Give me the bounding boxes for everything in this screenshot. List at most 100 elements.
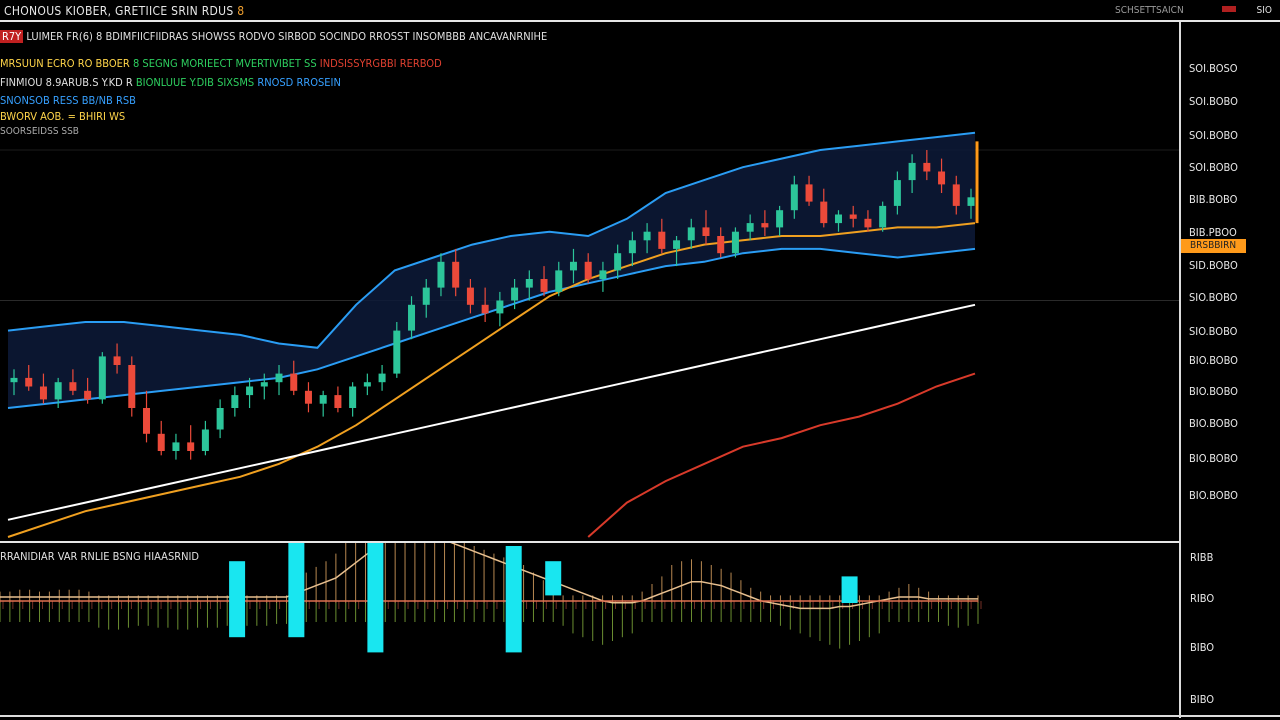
candle xyxy=(908,154,916,193)
candle xyxy=(246,377,254,408)
candle xyxy=(304,382,312,413)
candle-body xyxy=(952,184,960,206)
candle-body xyxy=(128,365,136,408)
legend-tag[interactable]: R7Y xyxy=(0,30,24,43)
candle xyxy=(746,214,754,241)
candle-body xyxy=(628,240,636,254)
candle-body xyxy=(437,261,445,288)
candle-body xyxy=(334,395,342,408)
price-axis-label: BIO.BOBO xyxy=(1189,417,1238,430)
candle-body xyxy=(643,231,651,241)
price-axis-label: BIB.BOBO xyxy=(1189,193,1238,206)
candle-body xyxy=(69,382,77,391)
histogram-bar xyxy=(641,591,646,622)
histogram-bar xyxy=(404,543,409,622)
candle xyxy=(187,425,195,460)
histogram-bar xyxy=(947,595,952,626)
candle-body xyxy=(923,162,931,172)
candle xyxy=(893,171,901,215)
histogram-bar xyxy=(473,546,478,622)
indicator-axis-label: RIBB xyxy=(1190,551,1214,564)
legend-line-3-e: RROSEIN xyxy=(296,76,341,89)
highlight-bar xyxy=(505,546,522,653)
histogram-bar xyxy=(68,589,73,622)
histogram-bar xyxy=(98,595,103,628)
histogram-bar xyxy=(681,561,686,622)
candle xyxy=(349,382,357,417)
signal-line xyxy=(0,543,978,610)
candle-body xyxy=(717,236,725,254)
histogram-bar xyxy=(216,595,221,628)
candle-body xyxy=(378,373,386,383)
histogram-bar xyxy=(730,572,735,622)
price-axis-label: SIO.BOBO xyxy=(1189,291,1238,304)
price-axis-label: BIO.BOBO xyxy=(1189,385,1238,398)
candle-body xyxy=(201,429,209,451)
price-axis-label: SIO.BOBO xyxy=(1189,325,1238,338)
price-chart[interactable] xyxy=(0,22,1180,542)
histogram-bar xyxy=(918,587,923,622)
overlay-line-2 xyxy=(7,247,976,409)
candle-body xyxy=(172,442,180,451)
candle-body xyxy=(790,184,798,211)
candle xyxy=(511,279,519,310)
indicator-chart[interactable] xyxy=(0,543,1180,715)
candle xyxy=(481,287,489,322)
candle-body xyxy=(98,356,106,400)
highlight-bar xyxy=(229,561,246,638)
main-chart-pane[interactable] xyxy=(0,22,1280,542)
candle-body xyxy=(304,390,312,404)
candle xyxy=(290,360,298,396)
histogram-bar xyxy=(167,595,172,628)
candle-body xyxy=(555,270,563,292)
candle-body xyxy=(746,223,754,232)
histogram-bar xyxy=(829,595,834,645)
histogram-bar xyxy=(206,595,211,628)
price-axis-label: BIO.BOBO xyxy=(1189,489,1238,502)
pane-divider[interactable] xyxy=(0,541,1180,543)
highlight-bar xyxy=(367,543,384,653)
candle xyxy=(422,279,430,318)
candle xyxy=(702,210,710,245)
histogram-bar xyxy=(78,589,83,622)
candle xyxy=(555,261,563,297)
candle xyxy=(849,205,857,228)
candle-body xyxy=(408,304,416,331)
histogram-bar xyxy=(562,595,567,626)
histogram-bar xyxy=(394,543,399,622)
channel-band-fill xyxy=(8,132,975,409)
histogram-bar xyxy=(197,595,202,628)
record-indicator xyxy=(1222,6,1236,12)
candle-body xyxy=(820,201,828,224)
candle xyxy=(864,210,872,232)
candle xyxy=(84,377,92,404)
candle-body xyxy=(511,287,519,301)
price-axis-label: SOI.BOBO xyxy=(1189,161,1238,174)
histogram-bar xyxy=(434,543,439,622)
candle xyxy=(98,352,106,404)
histogram-bar xyxy=(740,580,745,622)
histogram-bar xyxy=(315,566,320,622)
candle-body xyxy=(908,162,916,181)
candle-body xyxy=(731,231,739,254)
price-axis-label: SID.BOBO xyxy=(1189,259,1238,272)
candle xyxy=(201,420,209,456)
histogram-bar xyxy=(88,591,93,622)
candle xyxy=(540,266,548,297)
histogram-bar xyxy=(819,595,824,641)
candle xyxy=(319,390,327,417)
candle-body xyxy=(84,390,92,400)
candle-body xyxy=(54,382,62,400)
candle xyxy=(128,356,136,417)
candle xyxy=(525,270,533,301)
candle xyxy=(805,175,813,206)
histogram-bar xyxy=(602,595,607,645)
candle-body xyxy=(231,395,239,408)
histogram-bar xyxy=(256,595,261,626)
histogram-bar xyxy=(967,595,972,626)
indicator-pane[interactable] xyxy=(0,543,1280,715)
histogram-bar xyxy=(266,595,271,626)
histogram-bar xyxy=(127,595,132,628)
top-right-label[interactable]: SIO xyxy=(1256,5,1272,16)
symbol-label[interactable]: SCHSETTSAICN xyxy=(1115,5,1184,16)
